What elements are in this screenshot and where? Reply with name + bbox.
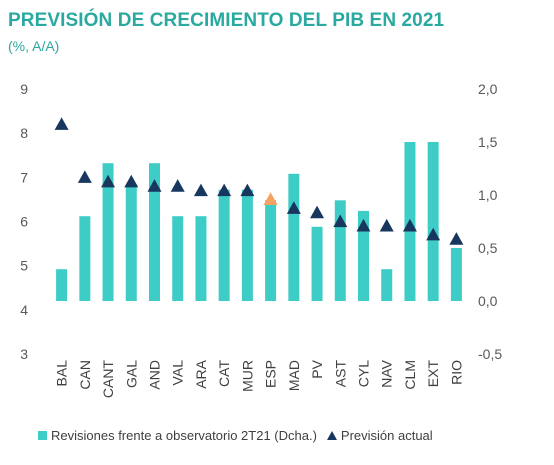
bar-ext (427, 142, 439, 301)
right-axis-tick-label: 0,0 (478, 293, 498, 309)
marker-pv (310, 205, 325, 219)
bar-rio (450, 248, 462, 301)
category-label-cyl: CYL (356, 360, 372, 387)
category-label-mur: MUR (239, 360, 255, 392)
marker-rio (449, 232, 464, 245)
chart-subtitle: (%, A/A) (8, 38, 60, 54)
marker-cyl (356, 218, 371, 232)
left-axis-tick-label: 6 (20, 214, 28, 230)
marker-gal (124, 174, 139, 188)
bar-ast (334, 200, 346, 301)
chart-title: PREVISIÓN DE CRECIMIENTO DEL PIB EN 2021 (8, 10, 445, 31)
bar-esp (265, 200, 277, 301)
bar-can (79, 216, 91, 301)
category-label-esp: ESP (263, 360, 279, 388)
legend-markers-label: Previsión actual (340, 428, 433, 443)
category-label-ara: ARA (193, 359, 209, 388)
legend-triangle-marker (326, 431, 337, 440)
marker-can (77, 170, 92, 183)
category-label-rio: RIO (448, 360, 464, 385)
bar-bal (56, 269, 68, 301)
category-label-can: CAN (77, 360, 93, 390)
marker-esp (263, 192, 278, 206)
right-axis-tick-label: -0,5 (478, 346, 502, 362)
marker-and (147, 179, 162, 192)
left-axis-tick-label: 9 (20, 81, 28, 97)
marker-ara (193, 183, 208, 197)
marker-val (170, 179, 185, 192)
bar-and (149, 163, 160, 301)
left-axis-tick-label: 5 (20, 258, 28, 274)
bar-cyl (358, 210, 369, 301)
bar-gal (125, 184, 137, 301)
category-label-bal: BAL (54, 360, 70, 387)
bar-cant (102, 163, 114, 301)
category-label-cant: CANT (100, 360, 116, 399)
legend-bars-label: Revisiones frente a observatorio 2T21 (D… (51, 428, 317, 443)
bar-nav (381, 269, 393, 301)
marker-bal (54, 117, 69, 130)
right-axis-tick-label: 1,0 (478, 187, 498, 203)
bar-cat (218, 189, 230, 301)
category-label-val: VAL (170, 360, 186, 386)
category-label-nav: NAV (379, 359, 395, 387)
bar-ara (195, 216, 207, 301)
bar-pv (311, 226, 323, 301)
marker-ext (426, 227, 441, 241)
category-label-pv: PV (309, 359, 325, 378)
left-axis-tick-label: 4 (20, 302, 28, 318)
category-label-ast: AST (332, 360, 348, 388)
chart-legend: Revisiones frente a observatorio 2T21 (D… (38, 428, 433, 443)
category-label-clm: CLM (402, 360, 418, 390)
category-label-ext: EXT (425, 360, 441, 388)
marker-mad (286, 201, 301, 214)
left-axis-tick-label: 3 (20, 346, 28, 362)
bar-val (172, 216, 184, 301)
category-label-gal: GAL (123, 360, 139, 388)
right-axis-tick-label: 2,0 (478, 81, 498, 97)
marker-nav (379, 218, 394, 232)
bar-mad (288, 173, 300, 301)
marker-mur (240, 183, 255, 197)
marker-ast (333, 214, 348, 228)
left-axis-tick-label: 7 (20, 169, 28, 185)
left-axis-tick-label: 8 (20, 125, 28, 141)
right-axis-tick-label: 0,5 (478, 240, 498, 256)
marker-cat (217, 183, 232, 197)
right-axis-tick-label: 1,5 (478, 134, 498, 150)
marker-cant (101, 174, 116, 188)
marker-clm (402, 218, 417, 232)
category-label-cat: CAT (216, 360, 232, 387)
legend-bar-swatch (38, 431, 47, 440)
category-label-mad: MAD (286, 360, 302, 391)
category-label-and: AND (147, 360, 163, 390)
bar-mur (241, 189, 253, 301)
